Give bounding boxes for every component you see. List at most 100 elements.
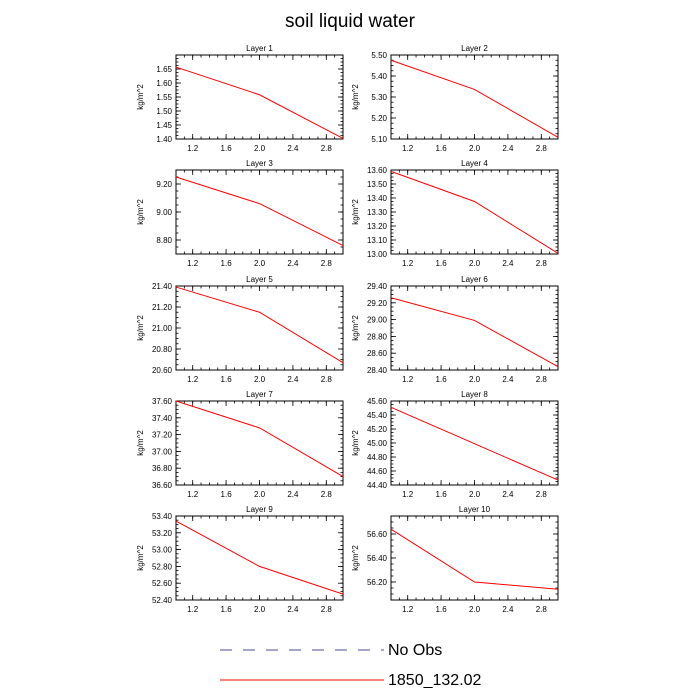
x-tick-label: 1.2 (402, 259, 414, 268)
y-axis-label: kg/m^2 (351, 430, 360, 456)
x-tick-label: 2.8 (321, 490, 333, 499)
y-tick-label: 21.00 (152, 324, 173, 333)
y-tick-label: 29.40 (367, 282, 388, 291)
y-tick-label: 21.20 (152, 303, 173, 312)
x-tick-label: 1.2 (187, 490, 199, 499)
series-line-layer-5 (175, 286, 344, 364)
x-tick-label: 2.0 (254, 259, 266, 268)
plot-frame (175, 169, 344, 255)
y-tick-label: 36.60 (152, 481, 173, 490)
y-tick-label: 44.60 (367, 467, 388, 476)
x-tick-label: 2.0 (254, 144, 266, 153)
main-title: soil liquid water (285, 11, 416, 32)
x-tick-label: 2.0 (254, 375, 266, 384)
y-tick-label: 21.40 (152, 282, 173, 291)
y-axis-label: kg/m^2 (136, 430, 145, 456)
x-tick-label: 2.8 (321, 144, 333, 153)
y-tick-label: 1.40 (156, 135, 172, 144)
series-line-layer-4 (390, 170, 559, 254)
y-tick-label: 37.20 (152, 431, 173, 440)
x-tick-label: 2.8 (536, 490, 548, 499)
panel-layer-8: Layer 8 kg/m^2 1.2 1.6 2.0 2.4 2.8 44.40 44.60 44… (351, 390, 559, 499)
x-tick-label: 1.2 (402, 605, 414, 614)
x-tick-label: 2.8 (321, 375, 333, 384)
y-tick-label: 13.40 (367, 194, 388, 203)
x-tick-label: 1.6 (221, 605, 233, 614)
panels: Layer 1 kg/m^2 1.2 1.6 2.0 2.4 2.8 1.40 1.45 1.50… (136, 44, 559, 614)
x-tick-label: 2.8 (536, 375, 548, 384)
y-tick-label: 5.20 (371, 114, 387, 123)
x-tick-label: 2.4 (502, 490, 514, 499)
panel-layer-10: Layer 10 kg/m^2 1.2 1.6 2.0 2.4 2.8 56.20 56.40 5… (351, 505, 559, 614)
y-axis-label: kg/m^2 (136, 545, 145, 571)
x-tick-label: 1.6 (221, 375, 233, 384)
y-tick-label: 28.40 (367, 366, 388, 375)
x-tick-label: 1.6 (436, 605, 448, 614)
y-tick-label: 29.00 (367, 316, 388, 325)
panel-layer-5: Layer 5 kg/m^2 1.2 1.6 2.0 2.4 2.8 20.60 20.80 21… (136, 275, 344, 384)
x-tick-label: 2.8 (321, 259, 333, 268)
y-axis-label: kg/m^2 (351, 199, 360, 225)
panel-title: Layer 6 (461, 275, 488, 284)
y-tick-label: 9.20 (156, 180, 172, 189)
x-tick-label: 1.6 (436, 144, 448, 153)
x-tick-label: 2.0 (254, 490, 266, 499)
panel-title: Layer 1 (246, 44, 273, 53)
series-line-layer-8 (390, 406, 559, 481)
y-tick-label: 36.80 (152, 464, 173, 473)
x-tick-label: 2.0 (254, 605, 266, 614)
y-axis-label: kg/m^2 (351, 84, 360, 110)
y-tick-label: 5.30 (371, 93, 387, 102)
y-tick-label: 56.20 (367, 578, 388, 587)
panel-layer-9: Layer 9 kg/m^2 1.2 1.6 2.0 2.4 2.8 52.40 52.60 52… (136, 505, 344, 614)
x-tick-label: 1.2 (187, 375, 199, 384)
panel-layer-4: Layer 4 kg/m^2 1.2 1.6 2.0 2.4 2.8 13.00 13.10 13… (351, 159, 559, 268)
x-tick-label: 2.4 (287, 490, 299, 499)
y-tick-label: 1.50 (156, 107, 172, 116)
y-tick-label: 9.00 (156, 208, 172, 217)
plot-frame (175, 400, 344, 486)
y-tick-label: 53.40 (152, 512, 173, 521)
y-tick-label: 44.80 (367, 453, 388, 462)
legend: No Obs 1850_132.02 (220, 642, 482, 689)
y-tick-label: 29.20 (367, 299, 388, 308)
y-tick-label: 5.50 (371, 51, 387, 60)
x-tick-label: 2.0 (469, 375, 481, 384)
y-tick-label: 37.60 (152, 397, 173, 406)
y-tick-label: 1.55 (156, 93, 172, 102)
panel-title: Layer 8 (461, 390, 488, 399)
x-tick-label: 2.4 (502, 375, 514, 384)
x-tick-label: 2.4 (287, 375, 299, 384)
x-tick-label: 2.4 (502, 144, 514, 153)
panel-title: Layer 9 (246, 505, 273, 514)
y-tick-label: 28.60 (367, 349, 388, 358)
y-tick-label: 45.20 (367, 425, 388, 434)
y-tick-label: 5.40 (371, 72, 387, 81)
panel-title: Layer 5 (246, 275, 273, 284)
panel-title: Layer 4 (461, 159, 488, 168)
x-tick-label: 2.0 (469, 259, 481, 268)
plot-frame (390, 285, 559, 371)
legend-label-1850-132-02: 1850_132.02 (388, 672, 482, 689)
y-tick-label: 13.60 (367, 166, 388, 175)
y-tick-label: 1.60 (156, 79, 172, 88)
x-tick-label: 2.4 (287, 144, 299, 153)
panel-layer-1: Layer 1 kg/m^2 1.2 1.6 2.0 2.4 2.8 1.40 1.45 1.50… (136, 44, 344, 153)
x-tick-label: 1.6 (436, 375, 448, 384)
plot-frame (390, 54, 559, 140)
y-axis-label: kg/m^2 (136, 84, 145, 110)
panel-title: Layer 2 (461, 44, 488, 53)
x-tick-label: 1.2 (402, 144, 414, 153)
y-tick-label: 52.60 (152, 579, 173, 588)
y-tick-label: 45.60 (367, 397, 388, 406)
x-tick-label: 2.4 (502, 259, 514, 268)
y-tick-label: 44.40 (367, 481, 388, 490)
panel-layer-6: Layer 6 kg/m^2 1.2 1.6 2.0 2.4 2.8 28.40 28.60 28… (351, 275, 559, 384)
y-tick-label: 56.60 (367, 530, 388, 539)
panel-title: Layer 7 (246, 390, 273, 399)
y-tick-label: 45.40 (367, 411, 388, 420)
panel-title: Layer 10 (459, 505, 491, 514)
panel-title: Layer 3 (246, 159, 273, 168)
y-tick-label: 45.00 (367, 439, 388, 448)
y-tick-label: 13.10 (367, 236, 388, 245)
